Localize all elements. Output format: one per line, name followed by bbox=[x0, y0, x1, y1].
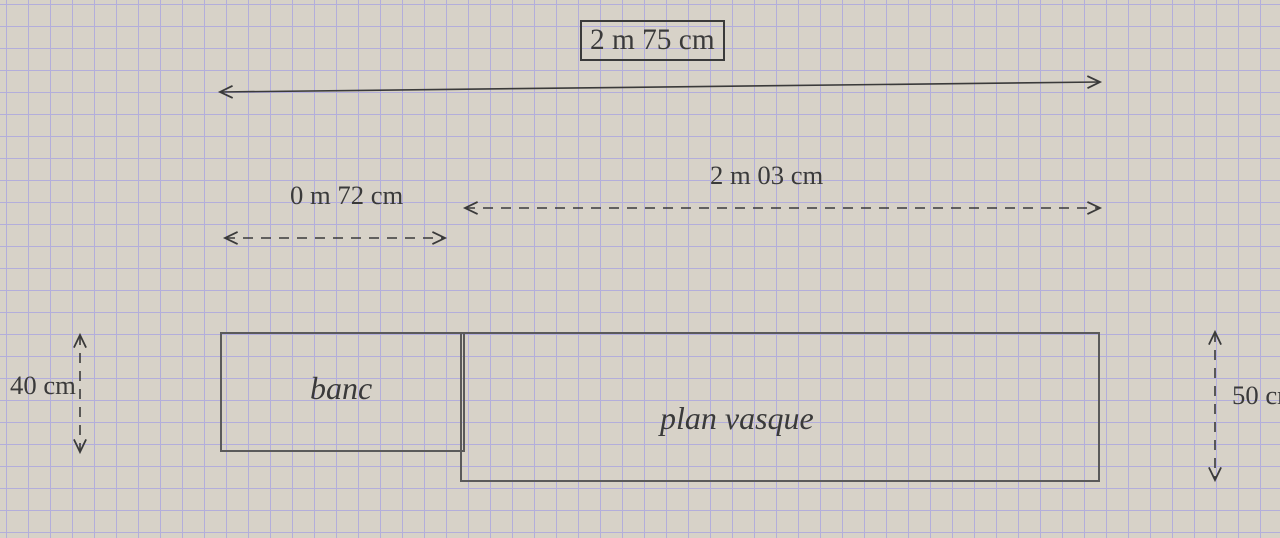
plan-vasque-width-label: 2 m 03 cm bbox=[710, 160, 823, 191]
banc-width-label: 0 m 72 cm bbox=[290, 180, 403, 211]
plan-vasque-depth-label: 50 cm bbox=[1232, 380, 1280, 411]
plan-vasque-shape-label: plan vasque bbox=[660, 400, 814, 437]
banc-depth-label: 40 cm bbox=[10, 370, 76, 401]
banc-shape-label: banc bbox=[310, 370, 372, 407]
total-width-title: 2 m 75 cm bbox=[580, 20, 725, 61]
